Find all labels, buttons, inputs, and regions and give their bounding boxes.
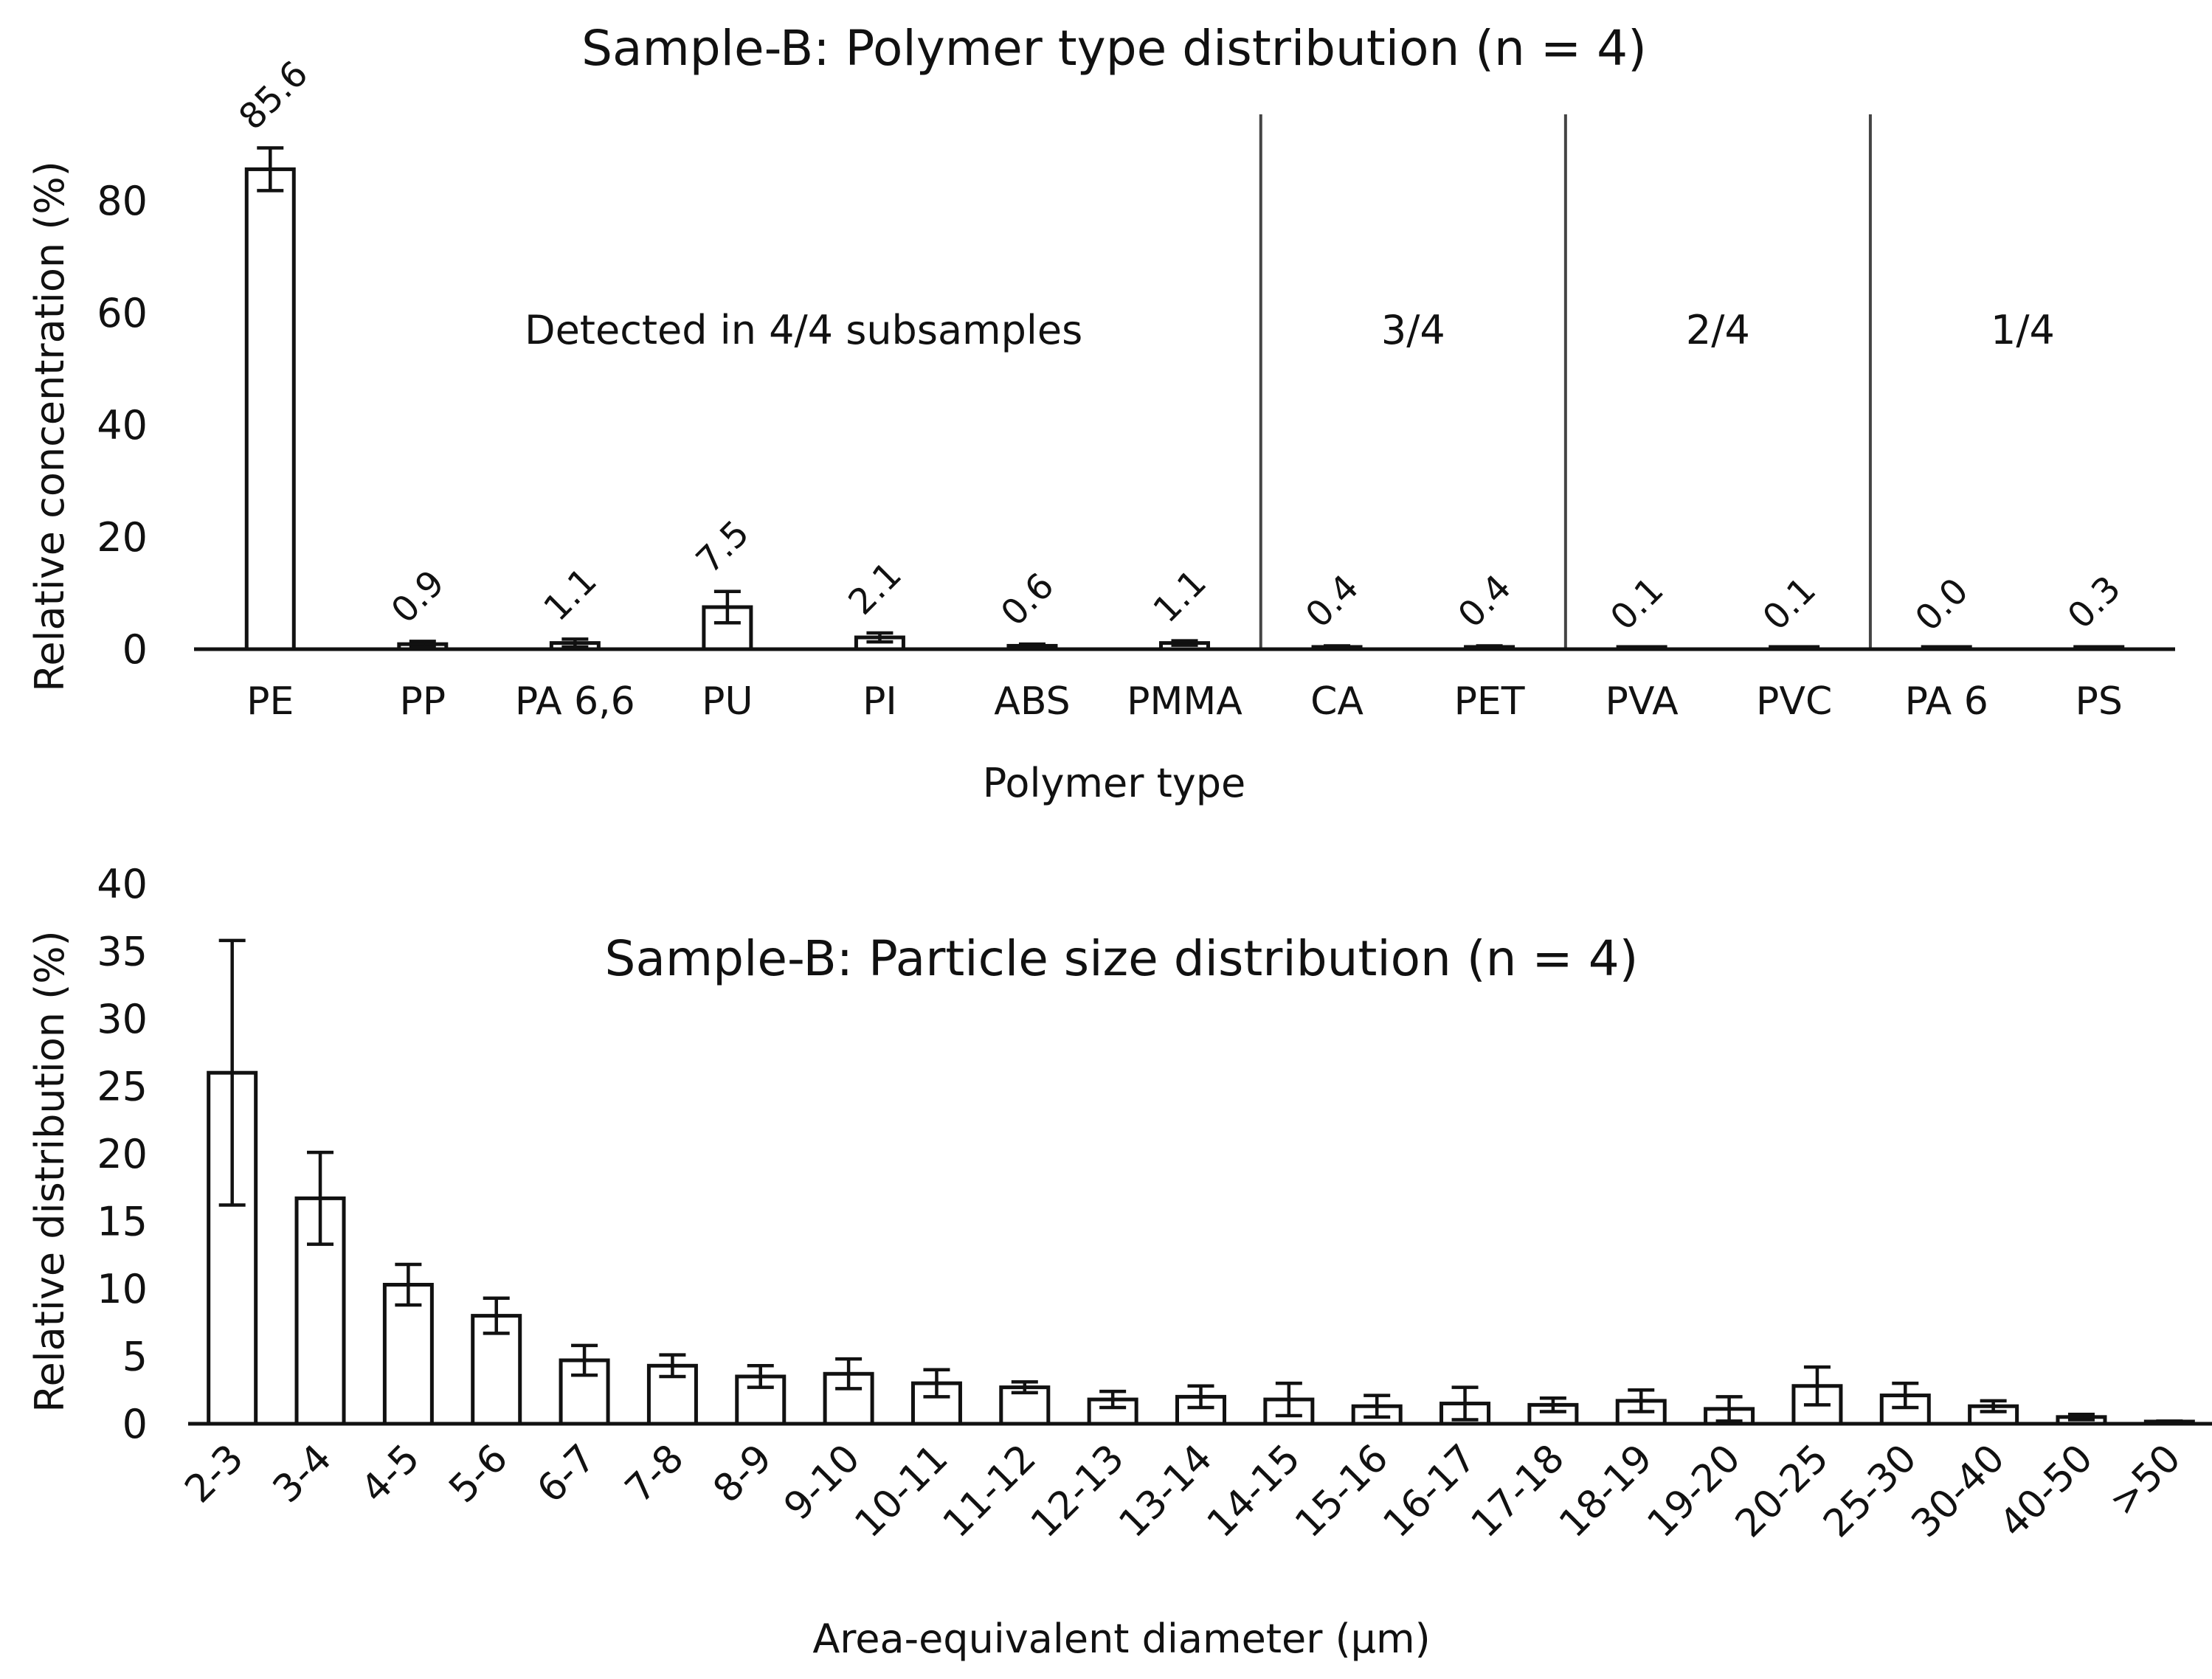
data-label: 0.9 — [384, 562, 453, 631]
chart1-y-axis-label: Relative concentration (%) — [27, 161, 73, 692]
group-label: 2/4 — [1686, 307, 1750, 353]
group-label: 3/4 — [1381, 307, 1445, 353]
x-tick-label: PA 6 — [1905, 679, 1988, 724]
group-label: Detected in 4/4 subsamples — [525, 307, 1082, 353]
x-tick-label: PS — [2076, 679, 2123, 724]
y-tick-label: 30 — [97, 996, 148, 1042]
x-tick-label: 16-17 — [1375, 1436, 1485, 1546]
y-tick-label: 20 — [97, 514, 148, 561]
data-label: 0.0 — [1907, 570, 1977, 640]
x-tick-label: PE — [246, 679, 294, 724]
x-tick-label: 14-15 — [1199, 1436, 1309, 1546]
chart2-category-labels: 2-3 3-4 4-5 5-6 6-7 7-8 8-99-1010-1111-1212-13… — [176, 1436, 2189, 1546]
x-tick-label: 18-19 — [1551, 1436, 1661, 1546]
x-tick-label: PET — [1454, 679, 1525, 724]
x-tick-label: PVC — [1756, 679, 1832, 724]
data-label: 85.6 — [231, 53, 316, 138]
x-tick-label: 2-3 — [176, 1436, 252, 1512]
y-tick-label: 5 — [122, 1334, 148, 1380]
x-tick-label: PU — [702, 679, 753, 724]
y-tick-label: 0 — [122, 1401, 148, 1447]
bar — [244, 167, 296, 651]
chart1-group-dividers — [1259, 114, 1872, 649]
y-tick-label: 35 — [97, 929, 148, 975]
y-tick-label: 20 — [97, 1131, 148, 1177]
y-tick-label: 0 — [122, 626, 148, 673]
chart2-title: Sample-B: Particle size distribution (n … — [605, 930, 1639, 987]
chart2-y-axis-label: Relative distribution (%) — [27, 930, 73, 1412]
x-tick-label: 12-13 — [1023, 1436, 1133, 1546]
data-label: 0.6 — [993, 565, 1062, 634]
x-tick-label: PA 6,6 — [515, 679, 635, 724]
x-tick-label: 40-50 — [1991, 1436, 2101, 1546]
y-tick-label: 40 — [97, 861, 148, 907]
y-tick-label: 80 — [97, 178, 148, 224]
x-tick-label: 10-11 — [846, 1436, 956, 1546]
chart1-title: Sample-B: Polymer type distribution (n =… — [581, 20, 1647, 77]
x-tick-label: ABS — [994, 679, 1070, 724]
x-tick-label: PMMA — [1127, 679, 1242, 724]
y-tick-label: 40 — [97, 402, 148, 449]
x-tick-label: 17-18 — [1463, 1436, 1573, 1546]
x-tick-label: 25-30 — [1815, 1436, 1925, 1546]
data-label: 1.1 — [1145, 562, 1214, 631]
data-label: 2.1 — [840, 554, 910, 623]
x-tick-label: CA — [1310, 679, 1364, 724]
y-tick-label: 60 — [97, 290, 148, 336]
data-label: 0.1 — [1755, 570, 1825, 639]
y-tick-label: 15 — [97, 1199, 148, 1245]
data-label: 0.3 — [2060, 568, 2129, 637]
data-label: 7.5 — [688, 513, 758, 582]
chart1-x-axis-label: Polymer type — [983, 760, 1245, 806]
chart2-bars — [207, 1070, 2195, 1426]
x-tick-label: PP — [399, 679, 446, 724]
x-tick-label: 11-12 — [935, 1436, 1045, 1546]
chart1-group-labels: Detected in 4/4 subsamples 3/4 2/4 1/4 — [525, 307, 2055, 353]
x-tick-label: PI — [863, 679, 897, 724]
x-tick-label: 4-5 — [353, 1436, 428, 1512]
x-tick-label: 20-25 — [1727, 1436, 1837, 1546]
x-tick-label: 6-7 — [529, 1436, 604, 1512]
x-tick-label: 8-9 — [705, 1436, 780, 1512]
y-tick-label: 25 — [97, 1064, 148, 1110]
data-label: 1.1 — [536, 560, 605, 629]
chart1-y-ticks: 0 20 40 60 80 — [97, 178, 148, 673]
chart2-y-ticks: 0 5 10 15 20 25 30 35 40 — [97, 861, 148, 1447]
particle-size-chart: Sample-B: Particle size distribution (n … — [27, 861, 2212, 1662]
chart2-x-axis-label: Area-equivalent diameter (µm) — [812, 1616, 1430, 1662]
x-tick-label: 19-20 — [1639, 1436, 1749, 1546]
x-tick-label: 30-40 — [1904, 1436, 2014, 1546]
group-label: 1/4 — [1991, 307, 2055, 353]
polymer-type-chart: Sample-B: Polymer type distribution (n =… — [27, 20, 2175, 806]
chart1-value-labels: 85.6 0.9 1.1 7.5 2.1 0.6 1.1 0.4 0.4 0.1 0.1 0.0 0.3 — [231, 53, 2129, 640]
x-tick-label: 13-14 — [1110, 1436, 1220, 1546]
x-tick-label: PVA — [1606, 679, 1679, 724]
data-label: 0.4 — [1298, 567, 1367, 636]
x-tick-label: >50 — [2101, 1436, 2189, 1525]
x-tick-label: 3-4 — [265, 1436, 340, 1512]
x-tick-label: 7-8 — [617, 1436, 692, 1512]
chart2-error-bars — [218, 938, 2183, 1424]
data-label: 0.4 — [1450, 567, 1519, 636]
y-tick-label: 10 — [97, 1266, 148, 1312]
x-tick-label: 15-16 — [1287, 1436, 1397, 1546]
chart1-category-labels: PE PP PA 6,6 PU PI ABS PMMA CA PET PVA PVC PA 6 PS — [246, 679, 2123, 724]
data-label: 0.1 — [1603, 570, 1672, 639]
x-tick-label: 5-6 — [440, 1436, 516, 1512]
